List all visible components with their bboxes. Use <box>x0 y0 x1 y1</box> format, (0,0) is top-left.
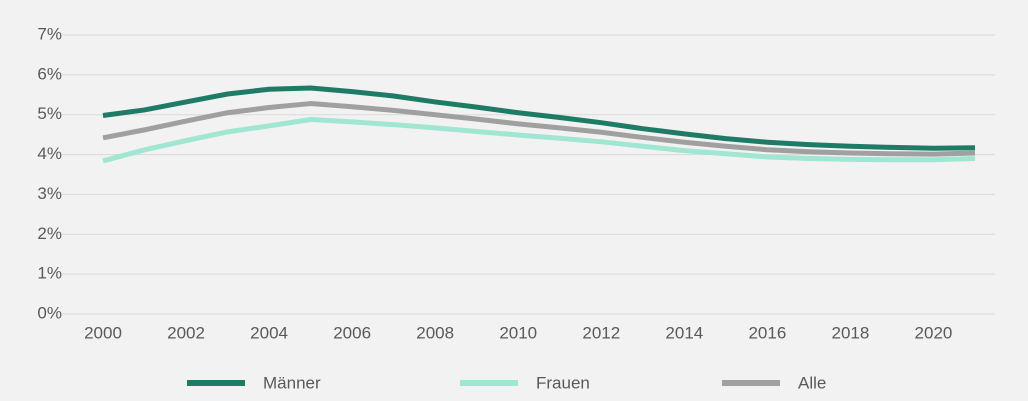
series-line <box>102 85 976 151</box>
legend-label: Alle <box>798 373 826 392</box>
y-tick-label: 4% <box>37 144 62 163</box>
y-tick-label: 7% <box>37 24 62 43</box>
x-tick-label: 2000 <box>84 323 122 342</box>
x-tick-label: 2020 <box>915 323 953 342</box>
x-tick-label: 2012 <box>582 323 620 342</box>
legend-label: Männer <box>263 373 321 392</box>
x-tick-label: 2018 <box>832 323 870 342</box>
x-tick-label: 2016 <box>748 323 786 342</box>
series-line <box>102 116 976 164</box>
y-tick-label: 6% <box>37 64 62 83</box>
y-tick-label: 0% <box>37 303 62 322</box>
x-tick-label: 2008 <box>416 323 454 342</box>
series-line <box>102 101 976 157</box>
y-tick-label: 1% <box>37 264 62 283</box>
x-tick-label: 2006 <box>333 323 371 342</box>
x-tick-label: 2014 <box>665 323 703 342</box>
y-tick-label: 5% <box>37 104 62 123</box>
x-tick-label: 2010 <box>499 323 537 342</box>
x-tick-label: 2002 <box>167 323 205 342</box>
y-tick-label: 2% <box>37 224 62 243</box>
legend-label: Frauen <box>536 373 590 392</box>
y-tick-label: 3% <box>37 184 62 203</box>
x-tick-label: 2004 <box>250 323 288 342</box>
